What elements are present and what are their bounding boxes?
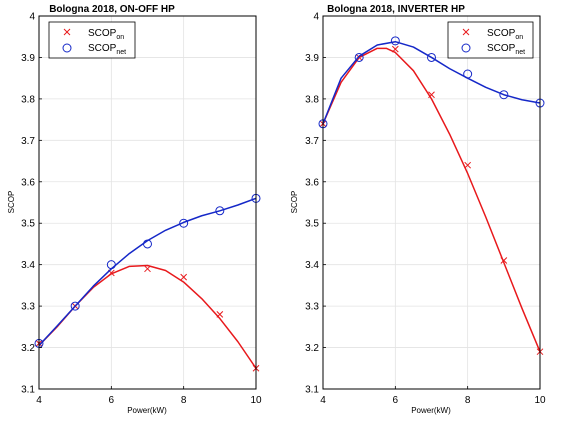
marker-stroke bbox=[500, 257, 508, 264]
y-tick-label: 3.4 bbox=[305, 260, 319, 271]
scop-on-point bbox=[500, 257, 508, 264]
y-tick-label: 3.1 bbox=[21, 385, 35, 396]
series-layer bbox=[318, 36, 545, 356]
marker-stroke bbox=[180, 273, 188, 281]
x-tick-label: 4 bbox=[320, 395, 326, 406]
y-tick-label: 3.6 bbox=[21, 177, 35, 188]
chart-right: Bologna 2018, INVERTER HP 4 6 8 10 3.1 3.2 3.3… bbox=[290, 4, 546, 415]
scop-net-point bbox=[179, 218, 189, 228]
y-tick-label: 4 bbox=[29, 12, 35, 23]
x-tick-label: 8 bbox=[181, 395, 187, 406]
chart-title: Bologna 2018, ON-OFF HP bbox=[49, 4, 175, 15]
x-axis-label: Power(kW) bbox=[411, 406, 451, 415]
y-axis-label: SCOP bbox=[7, 191, 16, 214]
legend-marker-on bbox=[462, 28, 470, 36]
legend-marker-net bbox=[461, 43, 471, 53]
y-tick-label: 3.5 bbox=[305, 219, 319, 230]
plot-frame bbox=[38, 15, 257, 390]
scop-net-point bbox=[106, 260, 116, 270]
scop-on-point bbox=[464, 161, 472, 169]
scop-net-point bbox=[427, 52, 436, 62]
scop-on-point bbox=[428, 91, 435, 99]
legend-label-net: SCOPnet bbox=[487, 43, 525, 56]
legend-label-on: SCOPon bbox=[487, 28, 523, 41]
legend: SCOPon SCOPnet bbox=[447, 21, 534, 59]
y-axis-label: SCOP bbox=[290, 191, 299, 214]
scop-net-point bbox=[354, 52, 364, 62]
tick-layer: 4 6 8 10 3.1 3.2 3.3 3.4 3.5 3.6 3.7 3.8 3.9 4 bbox=[305, 12, 546, 407]
x-tick-label: 6 bbox=[393, 395, 399, 406]
y-tick-label: 3.9 bbox=[305, 53, 319, 64]
x-tick-label: 8 bbox=[465, 395, 471, 406]
marker-stroke bbox=[144, 265, 151, 273]
scop-on-fit-line bbox=[322, 47, 541, 352]
y-tick-label: 4 bbox=[313, 12, 319, 23]
scop-net-point bbox=[143, 239, 152, 249]
y-tick-label: 3.8 bbox=[21, 94, 35, 105]
scop-on-point bbox=[216, 311, 224, 318]
y-tick-label: 3.3 bbox=[305, 302, 319, 313]
plot-frame bbox=[322, 15, 541, 390]
scop-on-point bbox=[180, 273, 188, 281]
legend-marker-on bbox=[63, 28, 71, 36]
y-tick-label: 3.7 bbox=[305, 136, 319, 147]
legend: SCOPon SCOPnet bbox=[48, 21, 136, 59]
chart-left: Bologna 2018, ON-OFF HP 4 6 8 10 3.1 3.2 3.3 3.… bbox=[7, 4, 262, 415]
x-tick-label: 10 bbox=[250, 395, 262, 406]
grid bbox=[39, 16, 256, 389]
scop-on-point bbox=[391, 45, 399, 53]
legend-box bbox=[48, 21, 136, 59]
y-tick-label: 3.9 bbox=[21, 53, 35, 64]
y-tick-label: 3.1 bbox=[305, 385, 319, 396]
y-tick-label: 3.5 bbox=[21, 219, 35, 230]
scop-net-fit-line bbox=[38, 197, 257, 346]
legend-label-on: SCOPon bbox=[88, 28, 124, 41]
y-tick-label: 3.2 bbox=[21, 343, 35, 354]
marker-stroke bbox=[428, 91, 435, 99]
tick-layer: 4 6 8 10 3.1 3.2 3.3 3.4 3.5 3.6 3.7 3.8 3.9 4 bbox=[21, 12, 262, 407]
scop-net-point bbox=[215, 206, 225, 216]
y-tick-label: 3.3 bbox=[21, 302, 35, 313]
marker-stroke bbox=[391, 45, 399, 53]
marker-stroke bbox=[464, 161, 472, 169]
scop-on-point bbox=[144, 265, 151, 273]
scop-net-fit-line bbox=[322, 40, 541, 125]
y-tick-label: 3.7 bbox=[21, 136, 35, 147]
marker-stroke bbox=[216, 311, 224, 318]
y-tick-label: 3.2 bbox=[305, 343, 319, 354]
series-layer bbox=[34, 193, 261, 372]
x-tick-label: 10 bbox=[534, 395, 546, 406]
x-axis-label: Power(kW) bbox=[127, 406, 167, 415]
chart-title: Bologna 2018, INVERTER HP bbox=[327, 4, 465, 15]
legend-marker-net bbox=[62, 43, 72, 53]
y-tick-label: 3.6 bbox=[305, 177, 319, 188]
y-tick-label: 3.8 bbox=[305, 94, 319, 105]
scop-net-point bbox=[70, 301, 80, 311]
marker-stroke bbox=[107, 269, 115, 277]
scop-net-point bbox=[499, 90, 509, 100]
y-tick-label: 3.4 bbox=[21, 260, 35, 271]
legend-box bbox=[447, 21, 534, 59]
legend-label-net: SCOPnet bbox=[88, 43, 126, 56]
x-tick-label: 4 bbox=[36, 395, 42, 406]
scop-net-point bbox=[463, 69, 473, 79]
scop-net-point bbox=[390, 36, 400, 46]
x-tick-label: 6 bbox=[109, 395, 115, 406]
